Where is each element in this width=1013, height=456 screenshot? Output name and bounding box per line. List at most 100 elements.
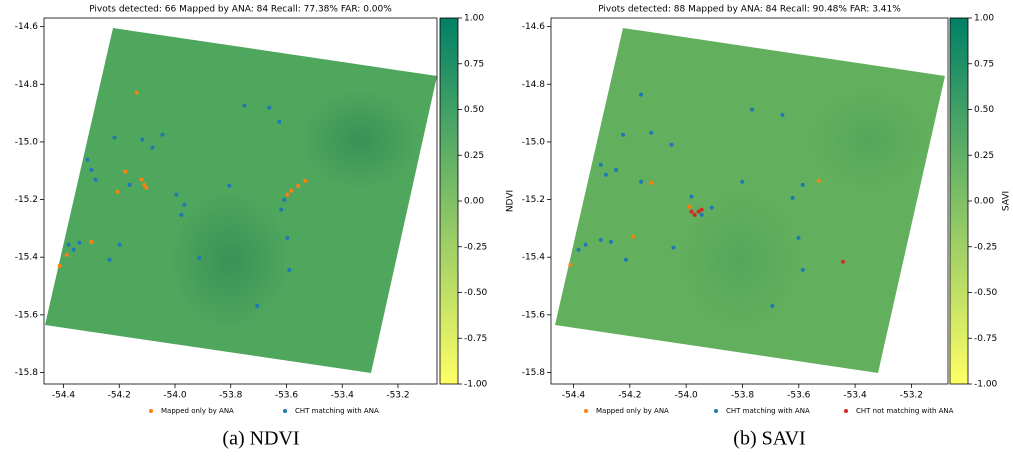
point: [621, 132, 626, 137]
legend-marker: [283, 409, 287, 413]
point: [285, 192, 290, 197]
colorbar-tick-label: 1.00: [464, 14, 484, 24]
colorbar-tick-label: 0.00: [974, 197, 994, 207]
point: [89, 239, 94, 244]
point: [112, 135, 117, 140]
colorbar-tick-label: -0.25: [464, 242, 487, 252]
chart-title: Pivots detected: 66 Mapped by ANA: 84 Re…: [89, 5, 392, 15]
point: [639, 179, 644, 184]
y-tick-label: -15.8: [15, 368, 39, 378]
x-tick-label: -54.2: [618, 391, 641, 401]
colorbar-tick-label: 0.25: [464, 151, 484, 161]
point: [142, 182, 147, 187]
point: [64, 252, 69, 257]
point: [671, 245, 676, 250]
point: [790, 195, 795, 200]
point: [568, 262, 573, 267]
y-tick-label: -15.0: [15, 137, 39, 147]
point: [227, 183, 232, 188]
colorbar: [949, 17, 969, 385]
colorbar-tick-label: 0.75: [974, 59, 994, 69]
point: [71, 247, 76, 252]
point: [696, 209, 701, 214]
point: [840, 259, 845, 264]
y-tick-label: -14.8: [15, 80, 39, 90]
legend-marker: [584, 409, 588, 413]
raster-b: [555, 28, 945, 373]
point: [277, 119, 282, 124]
colorbar-tick-label: 1.00: [974, 14, 994, 24]
point: [267, 105, 272, 110]
caption: (b) SAVI: [733, 428, 805, 450]
point: [692, 212, 697, 217]
legend-marker: [844, 409, 848, 413]
point: [289, 188, 294, 193]
x-tick-label: -53.2: [386, 391, 409, 401]
point: [816, 178, 821, 183]
point: [630, 234, 635, 239]
colorbar-tick-label: -1.00: [464, 380, 488, 390]
point: [687, 204, 692, 209]
y-tick-label: -15.0: [522, 137, 546, 147]
chart-title: Pivots detected: 88 Mapped by ANA: 84 Re…: [598, 5, 901, 15]
legend-label: CHT not matching with ANA: [856, 407, 954, 415]
x-tick-label: -53.8: [731, 391, 755, 401]
point: [770, 303, 775, 308]
colorbar-tick-label: -0.50: [974, 288, 998, 298]
legend-label: Mapped only by ANA: [161, 407, 234, 415]
y-tick-label: -14.6: [522, 22, 546, 32]
x-tick-label: -54.4: [52, 391, 76, 401]
colorbar-tick-label: -0.25: [974, 242, 997, 252]
point: [150, 145, 155, 150]
point: [66, 242, 71, 247]
colorbar-tick-label: 0.50: [464, 105, 484, 115]
y-tick-label: -15.2: [522, 195, 545, 205]
colorbar-label: SAVI: [1002, 191, 1012, 211]
y-tick-label: -15.4: [15, 253, 39, 263]
x-tick-label: -53.8: [219, 391, 243, 401]
colorbar-tick-label: 0.50: [974, 105, 994, 115]
point: [123, 169, 128, 174]
caption: (a) NDVI: [222, 428, 299, 450]
x-tick-label: -54.0: [163, 391, 187, 401]
colorbar-tick-label: -0.75: [974, 334, 997, 344]
x-tick-label: -53.4: [843, 391, 867, 401]
point: [614, 167, 619, 172]
point: [279, 207, 284, 212]
point: [139, 177, 144, 182]
x-tick-label: -54.4: [562, 391, 586, 401]
point: [800, 267, 805, 272]
point: [282, 197, 287, 202]
x-tick-label: -53.6: [787, 391, 811, 401]
point: [576, 247, 581, 252]
point: [699, 207, 704, 212]
colorbar: [439, 17, 459, 385]
point: [796, 235, 801, 240]
point: [115, 189, 120, 194]
y-tick-label: -14.8: [522, 80, 546, 90]
point: [709, 205, 714, 210]
colorbar-tick-label: 0.75: [464, 59, 484, 69]
y-tick-label: -15.4: [522, 253, 546, 263]
point: [583, 242, 588, 247]
x-tick-label: -54.0: [675, 391, 699, 401]
point: [285, 235, 290, 240]
point: [649, 130, 654, 135]
point: [117, 242, 122, 247]
point: [134, 90, 139, 95]
point: [750, 107, 755, 112]
y-tick-label: -15.6: [15, 310, 39, 320]
point: [182, 202, 187, 207]
point: [93, 177, 98, 182]
point: [780, 112, 785, 117]
point: [107, 257, 112, 262]
point: [77, 240, 82, 245]
point: [179, 212, 184, 217]
point: [689, 209, 694, 214]
point: [740, 179, 745, 184]
point: [608, 239, 613, 244]
legend-marker: [714, 409, 718, 413]
point: [639, 92, 644, 97]
legend-label: CHT matching with ANA: [726, 407, 810, 415]
